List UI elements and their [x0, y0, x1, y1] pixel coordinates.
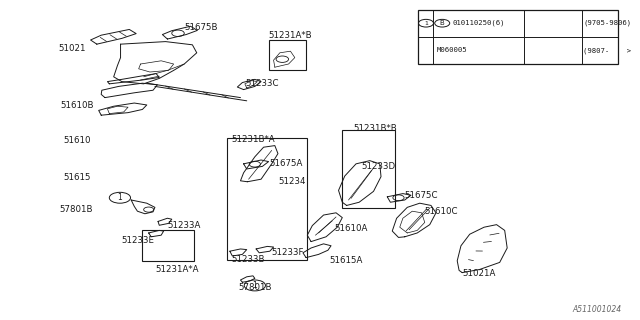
Text: (9807-    >: (9807- > [584, 47, 632, 54]
Text: 51021: 51021 [59, 44, 86, 53]
Text: 51231A*B: 51231A*B [269, 31, 312, 40]
Text: B: B [440, 20, 445, 26]
Text: 51233F: 51233F [272, 248, 304, 257]
Text: 51233C: 51233C [246, 79, 279, 88]
Text: 51233E: 51233E [122, 236, 155, 245]
Text: 1: 1 [252, 281, 257, 290]
Text: 51610A: 51610A [334, 224, 367, 233]
Text: 51233A: 51233A [168, 221, 201, 230]
Bar [227, 138, 307, 260]
Text: 51234: 51234 [278, 177, 305, 186]
Text: 010110250(6): 010110250(6) [452, 20, 505, 27]
Text: 57801B: 57801B [239, 284, 272, 292]
Text: 51610C: 51610C [425, 207, 458, 216]
Text: 51675C: 51675C [404, 191, 438, 200]
Text: 51231A*A: 51231A*A [155, 265, 198, 274]
Bar [342, 130, 396, 208]
Bar [143, 230, 194, 261]
Text: 57801B: 57801B [59, 205, 92, 214]
Text: 1: 1 [118, 193, 122, 202]
Text: (9705-9806): (9705-9806) [584, 20, 632, 27]
Text: 51675B: 51675B [184, 23, 218, 32]
Text: 1: 1 [424, 21, 428, 26]
Text: 51233D: 51233D [361, 162, 395, 171]
Text: 51615A: 51615A [330, 256, 363, 265]
Text: 51231B*B: 51231B*B [353, 124, 397, 132]
Text: 51231B*A: 51231B*A [231, 135, 275, 144]
Text: 51021A: 51021A [462, 269, 495, 278]
Text: 51610B: 51610B [60, 101, 93, 110]
Text: 51610: 51610 [63, 136, 91, 145]
Bar [269, 40, 306, 70]
Text: A511001024: A511001024 [572, 305, 621, 314]
Bar [419, 10, 618, 64]
Text: 51675A: 51675A [270, 159, 303, 168]
Text: 51233B: 51233B [231, 255, 264, 264]
Text: M060005: M060005 [436, 47, 467, 53]
Text: 51615: 51615 [63, 173, 91, 182]
